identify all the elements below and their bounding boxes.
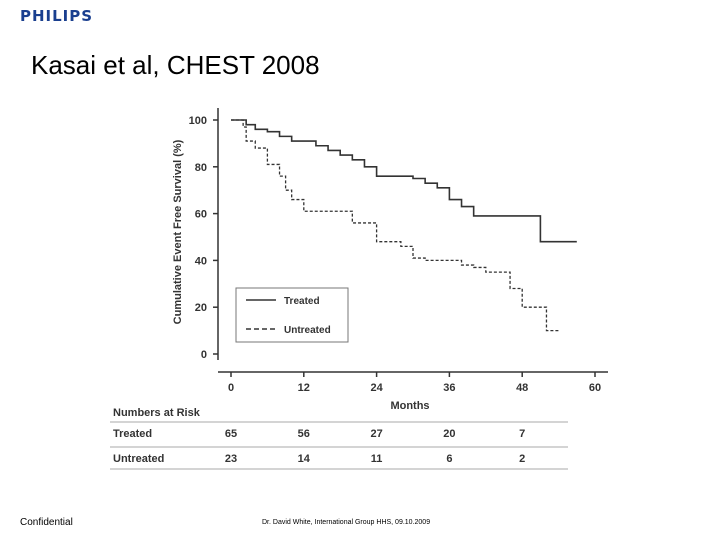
risk-cell-treated: 56 — [298, 428, 310, 440]
risk-cell-treated: 65 — [225, 428, 237, 440]
y-tick-label: 40 — [195, 255, 207, 267]
risk-cell-untreated: 6 — [446, 453, 452, 465]
y-axis-label: Cumulative Event Free Survival (%) — [172, 139, 184, 324]
x-tick-label: 60 — [589, 382, 601, 394]
x-tick-label: 24 — [370, 382, 383, 394]
risk-cell-treated: 27 — [370, 428, 382, 440]
risk-cell-untreated: 23 — [225, 453, 237, 465]
risk-row-label-untreated: Untreated — [113, 453, 164, 465]
y-tick-label: 80 — [195, 162, 207, 174]
footer-credit: Dr. David White, International Group HHS… — [262, 519, 431, 526]
x-axis-label: Months — [390, 400, 429, 412]
series-line-treated — [231, 119, 577, 243]
x-tick-label: 0 — [228, 382, 234, 394]
philips-logo: PHILIPS — [20, 7, 94, 25]
risk-cell-untreated: 2 — [519, 453, 525, 465]
legend-box — [235, 287, 349, 343]
risk-table-title: Numbers at Risk — [113, 407, 201, 419]
risk-row-label-treated: Treated — [113, 428, 152, 440]
confidential-label: Confidential — [20, 517, 73, 528]
risk-cell-untreated: 14 — [298, 453, 311, 465]
y-tick-label: 100 — [189, 115, 207, 127]
risk-cell-treated: 7 — [519, 428, 525, 440]
risk-cell-untreated: 11 — [371, 453, 383, 465]
y-tick-label: 20 — [195, 302, 207, 314]
y-tick-label: 60 — [195, 209, 207, 221]
risk-cell-treated: 20 — [443, 428, 455, 440]
legend-treated-label: Treated — [284, 296, 320, 307]
legend: Treated Untreated — [235, 287, 349, 343]
x-tick-label: 36 — [443, 382, 455, 394]
risk-table: Numbers at Risk Treated Untreated 65 56 27… — [110, 407, 568, 470]
legend-untreated-label: Untreated — [284, 325, 331, 336]
y-tick-label: 0 — [201, 349, 207, 361]
chart-axes — [217, 108, 608, 373]
slide-title: Kasai et al, CHEST 2008 — [31, 50, 320, 80]
x-tick-label: 12 — [298, 382, 310, 394]
x-tick-label: 48 — [516, 382, 528, 394]
